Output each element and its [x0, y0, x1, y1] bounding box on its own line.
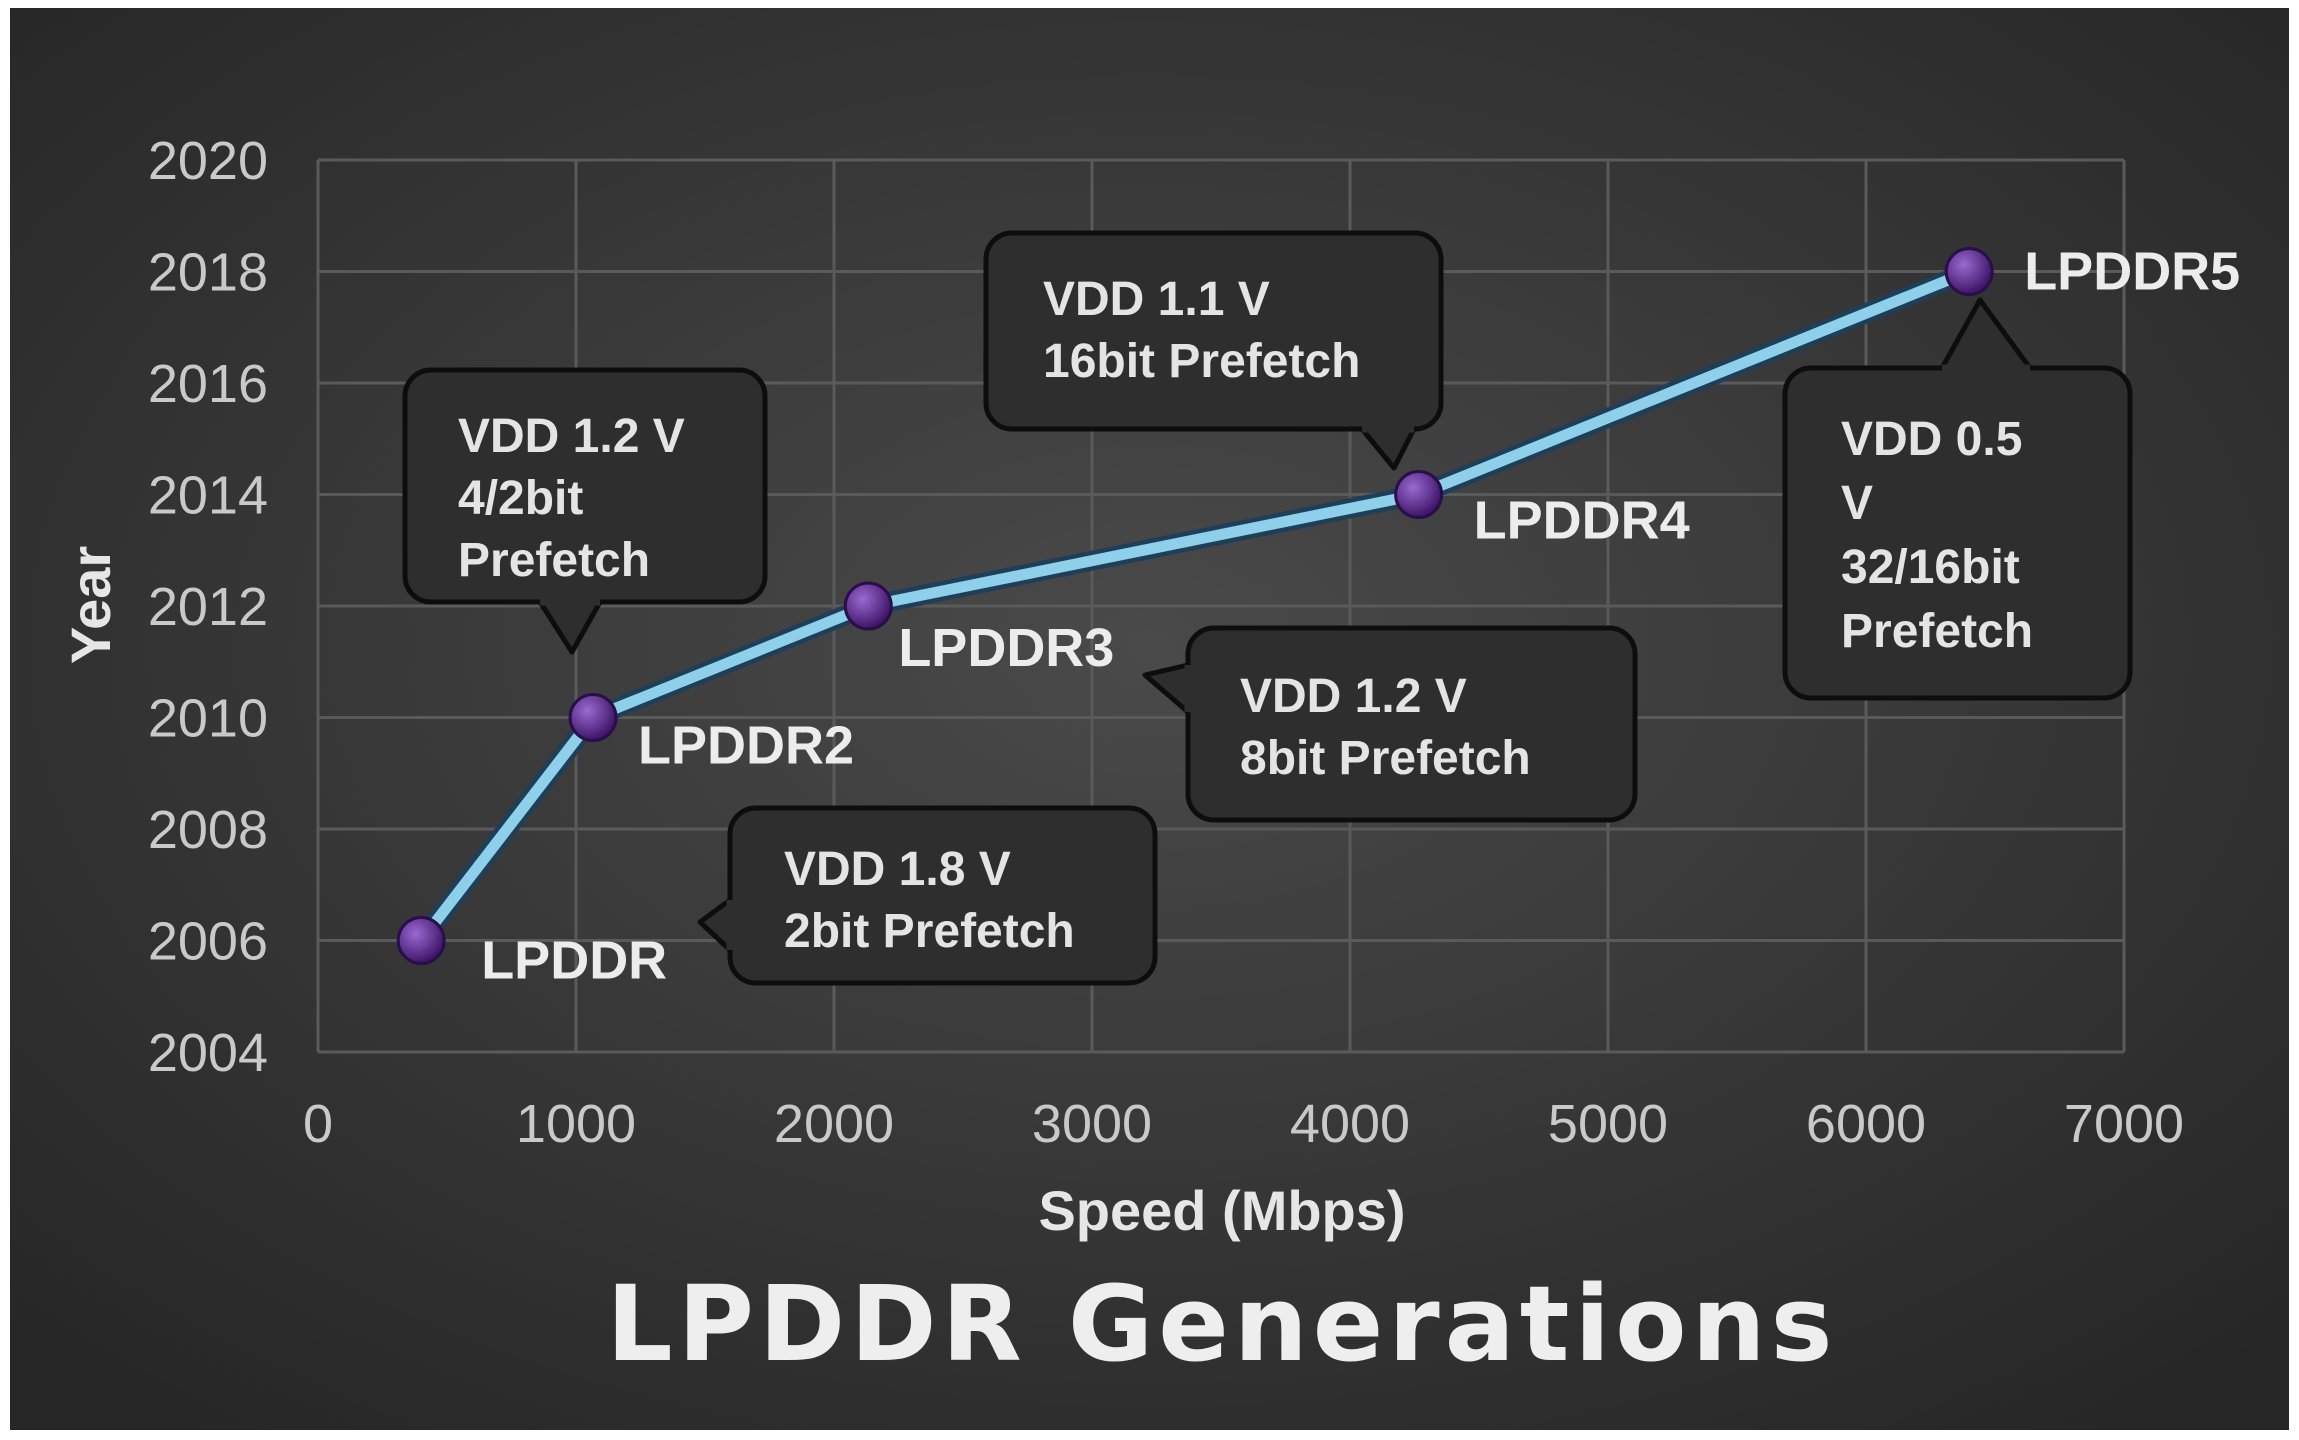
data-point-lpddr5	[1944, 247, 1994, 296]
y-tick-label: 2016	[148, 354, 268, 414]
callouts: VDD 1.8 V 2bit Prefetch VDD 1.2 V 4/2bit Pre…	[402, 230, 2133, 986]
chart-title: LPDDR Generations	[606, 1263, 1837, 1385]
callout-text: 8bit Prefetch	[1240, 732, 1531, 785]
data-point-lpddr3	[843, 581, 893, 631]
callout-text: VDD 1.2 V	[1240, 670, 1467, 723]
series	[396, 247, 1994, 965]
callout-text: VDD 1.1 V	[1043, 273, 1270, 326]
callout-text: 16bit Prefetch	[1043, 335, 1360, 388]
callout-text: 2bit Prefetch	[784, 905, 1075, 958]
y-tick-label: 2014	[148, 466, 268, 526]
callout-box	[727, 805, 1158, 986]
callout-lpddr: VDD 1.8 V 2bit Prefetch	[697, 805, 1158, 986]
callout-lpddr3: VDD 1.2 V 8bit Prefetch	[1142, 625, 1638, 823]
callout-box	[983, 230, 1444, 432]
x-tick-label: 0	[303, 1094, 333, 1154]
data-point-lpddr	[396, 916, 446, 965]
x-axis-title: Speed (Mbps)	[1038, 1179, 1405, 1242]
y-tick-label: 2018	[148, 243, 268, 303]
y-tick-label: 2020	[148, 131, 268, 191]
y-axis-title: Year	[59, 546, 122, 664]
x-tick-label: 2000	[774, 1094, 894, 1154]
callout-text: V	[1841, 477, 1873, 530]
point-labels: LPDDR LPDDR2 LPDDR3 LPDDR4 LPDDR5	[481, 242, 2240, 991]
y-tick-label: 2006	[148, 912, 268, 972]
data-point-lpddr4	[1394, 470, 1444, 519]
x-tick-label: 7000	[2064, 1094, 2184, 1154]
x-tick-label: 3000	[1032, 1094, 1152, 1154]
callout-lpddr5: VDD 0.5 V 32/16bit Prefetch	[1782, 297, 2133, 701]
y-tick-label: 2012	[148, 577, 268, 637]
callout-lpddr2: VDD 1.2 V 4/2bit Prefetch	[402, 367, 768, 655]
x-tick-label: 4000	[1290, 1094, 1410, 1154]
point-label-lpddr2: LPDDR2	[638, 716, 854, 776]
point-label-lpddr4: LPDDR4	[1474, 491, 1690, 551]
callout-text: VDD 0.5	[1841, 413, 2022, 466]
callout-lpddr4: VDD 1.1 V 16bit Prefetch	[983, 230, 1444, 471]
x-tick-label: 1000	[516, 1094, 636, 1154]
callout-text: VDD 1.2 V	[458, 410, 685, 463]
point-label-lpddr3: LPDDR3	[898, 618, 1114, 678]
point-label-lpddr: LPDDR	[481, 931, 667, 991]
callout-text: Prefetch	[458, 534, 650, 587]
callout-text: VDD 1.8 V	[784, 843, 1011, 896]
point-label-lpddr5: LPDDR5	[2024, 242, 2240, 302]
callout-text: 4/2bit	[458, 472, 583, 525]
ticks: 0 1000 2000 3000 4000 5000 6000 7000 2020 2018 201…	[148, 131, 2184, 1154]
data-point-lpddr2	[568, 693, 618, 742]
x-tick-label: 6000	[1806, 1094, 1926, 1154]
callout-text: 32/16bit	[1841, 541, 2020, 594]
callout-box	[1185, 625, 1638, 823]
y-tick-label: 2010	[148, 689, 268, 749]
y-tick-label: 2004	[148, 1023, 268, 1083]
x-tick-label: 5000	[1548, 1094, 1668, 1154]
callout-text: Prefetch	[1841, 605, 2033, 658]
y-tick-label: 2008	[148, 800, 268, 860]
